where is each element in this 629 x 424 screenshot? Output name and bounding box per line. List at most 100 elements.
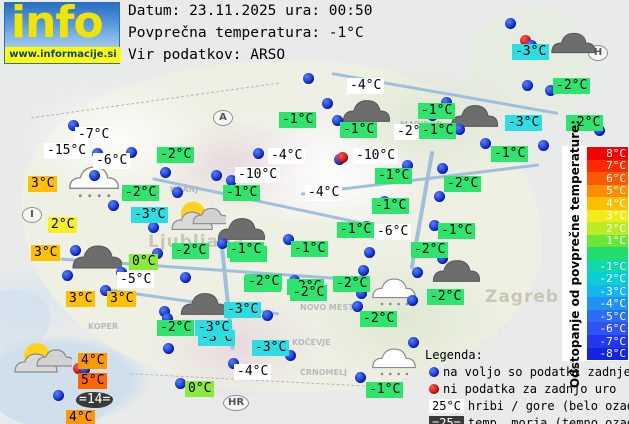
temperature-label: -3°C xyxy=(252,340,290,356)
station-marker[interactable] xyxy=(283,234,294,245)
station-marker[interactable] xyxy=(437,253,448,264)
sea-chip: =25= xyxy=(429,416,464,424)
legend-row-missing: ni podatka za zadnjo uro xyxy=(429,382,616,396)
station-marker[interactable] xyxy=(180,272,191,283)
temperature-label: -1°C xyxy=(419,123,457,139)
station-marker[interactable] xyxy=(285,350,296,361)
station-marker[interactable] xyxy=(262,310,273,321)
station-marker[interactable] xyxy=(408,337,419,348)
temperature-label: -7°C xyxy=(75,127,113,143)
map-label-2: NOVO MESTO xyxy=(300,303,361,312)
scale-row-6: 2°C xyxy=(587,222,628,235)
cloud-dark-icon xyxy=(430,255,480,291)
station-marker[interactable] xyxy=(152,248,163,259)
temperature-label: -1°C xyxy=(340,122,378,138)
data-source-line: Vir podatkov: ARSO xyxy=(128,47,286,63)
station-marker-no-data[interactable] xyxy=(520,35,531,46)
station-marker[interactable] xyxy=(68,120,79,131)
station-marker[interactable] xyxy=(228,358,239,369)
scale-row-13: -5°C xyxy=(587,309,628,323)
station-marker[interactable] xyxy=(108,200,119,211)
station-marker[interactable] xyxy=(356,288,367,299)
scale-row-9: -1°C xyxy=(587,259,628,273)
legend-available-text: na voljo so podatki zadnje ure xyxy=(443,365,629,379)
temperature-label: -1°C xyxy=(375,168,413,184)
blue-dot-icon xyxy=(429,367,439,377)
legend: Legenda: na voljo so podatki zadnje ure … xyxy=(425,348,629,424)
station-marker[interactable] xyxy=(148,222,159,233)
station-marker[interactable] xyxy=(358,265,369,276)
legend-missing-text: ni podatka za zadnjo uro xyxy=(443,382,617,396)
station-marker[interactable] xyxy=(162,313,173,324)
station-marker[interactable] xyxy=(172,187,183,198)
station-marker[interactable] xyxy=(364,247,375,258)
station-marker[interactable] xyxy=(322,98,333,109)
station-marker[interactable] xyxy=(522,80,533,91)
scale-row-12: -4°C xyxy=(587,297,628,310)
station-marker[interactable] xyxy=(332,115,343,126)
scale-row-1: 7°C xyxy=(587,159,628,173)
station-marker[interactable] xyxy=(217,238,228,249)
station-marker[interactable] xyxy=(441,97,452,108)
station-marker[interactable] xyxy=(407,295,418,306)
station-marker[interactable] xyxy=(352,301,363,312)
temperature-label: -1°C xyxy=(438,223,476,239)
temperature-label: -2°C xyxy=(157,147,195,163)
station-marker[interactable] xyxy=(53,390,64,401)
scale-row-4: 4°C xyxy=(587,197,628,210)
country-code-a: A xyxy=(213,110,233,126)
station-marker[interactable] xyxy=(402,160,413,171)
station-marker[interactable] xyxy=(89,170,100,181)
scale-row-10: -2°C xyxy=(587,272,628,285)
station-marker[interactable] xyxy=(163,343,174,354)
station-marker[interactable] xyxy=(159,306,170,317)
legend-sea-text: temp. morja (temno ozadje) xyxy=(467,416,629,424)
legend-row-sea: =25= temp. morja (temno ozadje) xyxy=(429,416,629,424)
station-marker[interactable] xyxy=(100,285,111,296)
station-marker[interactable] xyxy=(175,378,186,389)
temperature-label: -1°C xyxy=(223,185,261,201)
station-marker[interactable] xyxy=(505,18,516,29)
temperature-label: 0°C xyxy=(129,254,159,270)
station-marker[interactable] xyxy=(538,140,549,151)
station-marker[interactable] xyxy=(437,163,448,174)
temperature-label: 3°C xyxy=(66,291,96,307)
station-marker[interactable] xyxy=(454,124,465,135)
logo-url: www.informacije.si xyxy=(5,47,121,63)
scale-row-2: 6°C xyxy=(587,172,628,185)
station-marker[interactable] xyxy=(434,191,445,202)
station-marker[interactable] xyxy=(226,175,237,186)
map-label-4: KOČEVJE xyxy=(292,338,331,347)
station-marker[interactable] xyxy=(480,138,491,149)
station-marker[interactable] xyxy=(160,167,171,178)
temperature-label: 3°C xyxy=(31,245,61,261)
temperature-label: -1°C xyxy=(491,146,529,162)
temperature-label: -3°C xyxy=(224,302,262,318)
station-marker[interactable] xyxy=(545,85,556,96)
station-marker[interactable] xyxy=(412,267,423,278)
station-marker-no-data[interactable] xyxy=(337,152,348,163)
cloud-dark-icon xyxy=(70,240,123,278)
temperature-label: 4°C xyxy=(78,353,108,369)
temperature-label: -1°C xyxy=(418,103,456,119)
station-marker[interactable] xyxy=(303,73,314,84)
station-marker[interactable] xyxy=(211,170,222,181)
temperature-label: -2°C xyxy=(290,285,328,301)
station-marker[interactable] xyxy=(355,372,366,383)
cloud-dark-icon xyxy=(548,28,596,62)
station-marker[interactable] xyxy=(62,270,73,281)
site-logo[interactable]: info www.informacije.si xyxy=(4,0,121,64)
country-code-i: I xyxy=(22,207,42,223)
temperature-label: -2°C xyxy=(444,176,482,192)
hills-chip: 25°C xyxy=(429,399,464,413)
map-label-5: ČRNOMELJ xyxy=(300,368,348,377)
station-marker[interactable] xyxy=(429,220,440,231)
station-marker[interactable] xyxy=(253,148,264,159)
station-marker[interactable] xyxy=(126,147,137,158)
station-marker[interactable] xyxy=(70,245,81,256)
temperature-label: -6°C xyxy=(374,224,412,240)
temperature-label: -1°C xyxy=(372,198,410,214)
legend-row-available: na voljo so podatki zadnje ure xyxy=(429,365,629,379)
station-marker[interactable] xyxy=(79,364,90,375)
